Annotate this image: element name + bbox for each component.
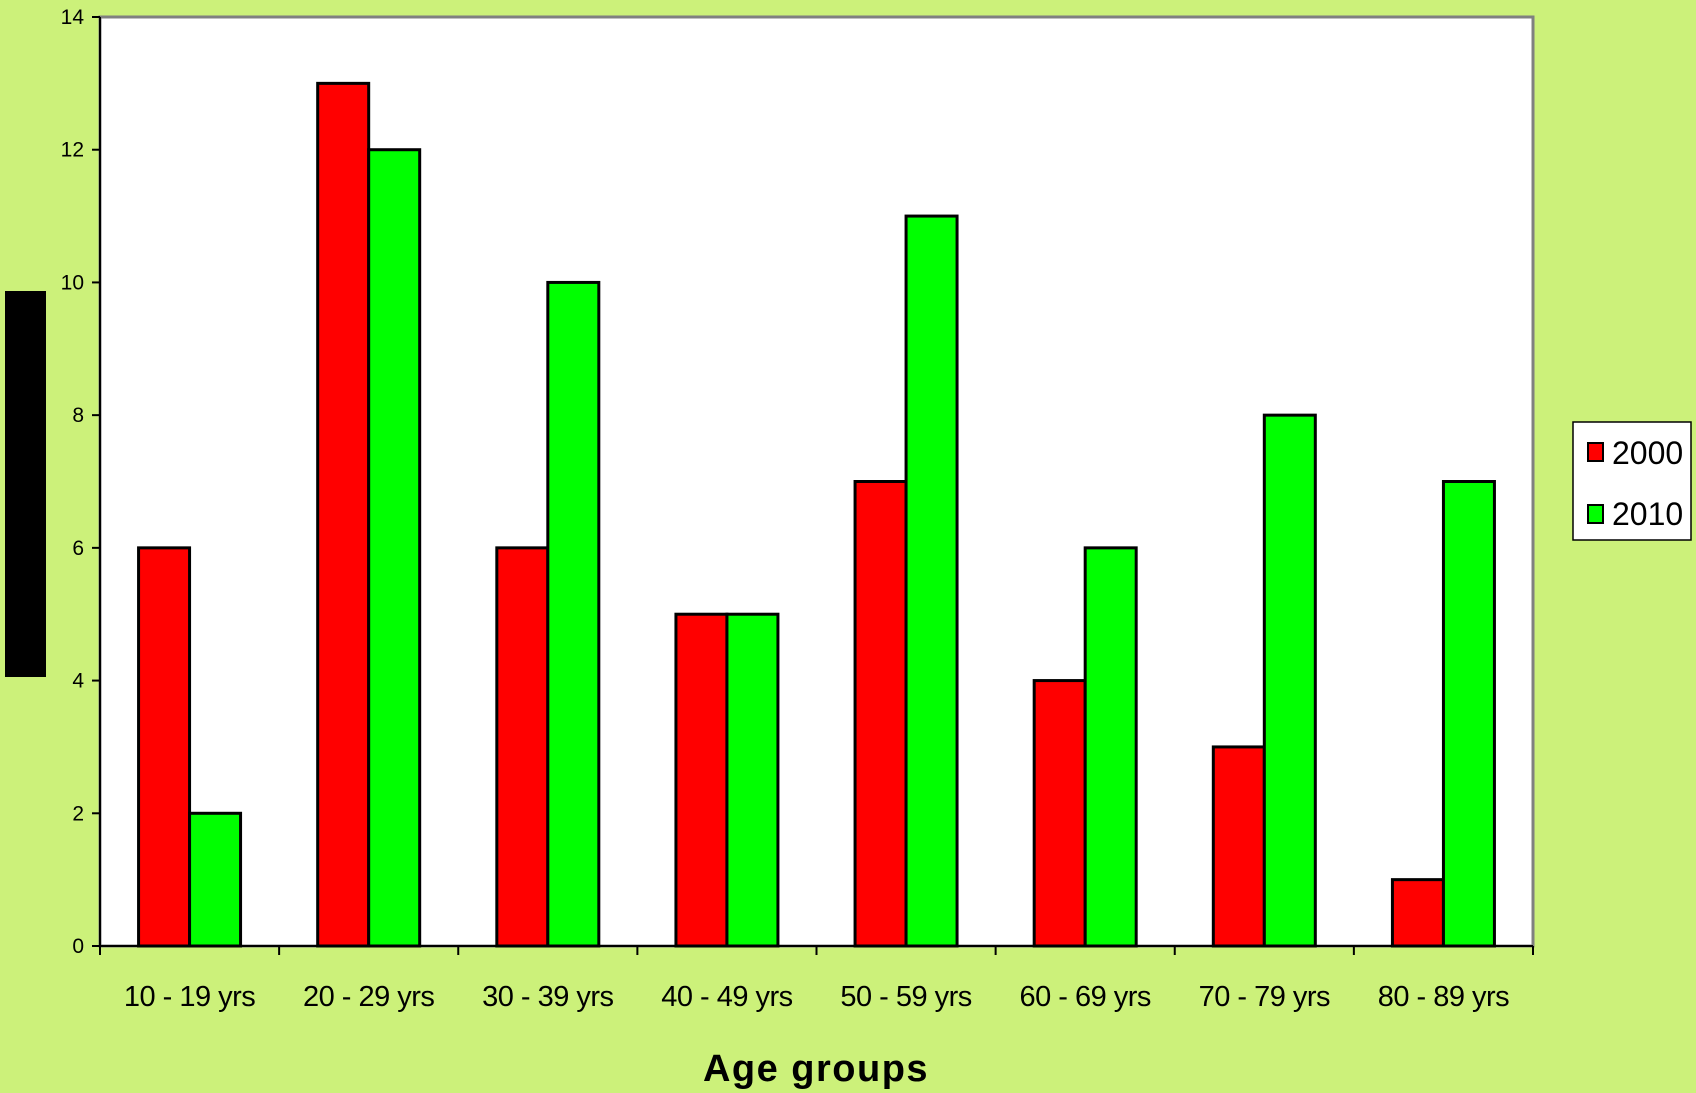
x-tick-label: 30 - 39 yrs xyxy=(482,981,614,1013)
legend: 2000 2010 xyxy=(1572,421,1692,541)
bar-2000-8 xyxy=(1390,878,1445,948)
x-tick-label: 20 - 29 yrs xyxy=(303,981,435,1013)
y-axis-label-redacted-block xyxy=(5,291,46,677)
bar-2000-3 xyxy=(495,546,550,948)
bar-2010-2 xyxy=(367,148,422,948)
plot-area xyxy=(98,15,1535,948)
bar-2010-6 xyxy=(1083,546,1138,948)
bar-2000-4 xyxy=(674,612,729,948)
y-tick-label-12: 12 xyxy=(61,139,84,162)
legend-swatch-2010 xyxy=(1587,504,1604,524)
bar-2010-3 xyxy=(546,280,601,948)
x-tick-label: 60 - 69 yrs xyxy=(1019,981,1151,1013)
bar-2010-8 xyxy=(1441,480,1496,948)
y-tick-label-4: 4 xyxy=(72,670,84,693)
y-tick-label-14: 14 xyxy=(61,6,85,29)
bar-2010-5 xyxy=(904,214,959,948)
bar-2000-2 xyxy=(316,81,371,948)
x-tick-label: 80 - 89 yrs xyxy=(1378,981,1510,1013)
x-tick-label: 40 - 49 yrs xyxy=(661,981,793,1013)
x-tick-label: 50 - 59 yrs xyxy=(840,981,972,1013)
x-axis-ticks: 10 - 19 yrs 20 - 29 yrs 30 - 39 yrs 40 - 49… xyxy=(99,946,1534,1013)
y-tick-label-2: 2 xyxy=(72,802,84,825)
x-axis-title: Age groups xyxy=(703,1048,929,1090)
x-tick-label: 10 - 19 yrs xyxy=(124,981,256,1013)
bar-2000-1 xyxy=(137,546,192,948)
x-tick-label: 70 - 79 yrs xyxy=(1199,981,1331,1013)
legend-label-2000: 2000 xyxy=(1612,435,1683,471)
y-tick-label-6: 6 xyxy=(72,537,84,560)
y-tick-label-10: 10 xyxy=(61,271,84,294)
legend-label-2010: 2010 xyxy=(1612,496,1683,532)
legend-swatch-2000 xyxy=(1587,442,1604,462)
y-tick-label-0: 0 xyxy=(72,935,84,958)
bars-group xyxy=(137,81,1496,948)
y-tick-label-8: 8 xyxy=(72,404,84,427)
bar-2010-7 xyxy=(1262,413,1317,948)
bar-2010-1 xyxy=(188,811,243,948)
y-axis-ticks: 0 2 4 6 8 10 12 14 xyxy=(61,6,100,958)
bar-2010-4 xyxy=(725,612,780,948)
bar-2000-5 xyxy=(853,480,908,948)
bar-2000-6 xyxy=(1032,679,1087,948)
bar-2000-7 xyxy=(1211,745,1266,948)
